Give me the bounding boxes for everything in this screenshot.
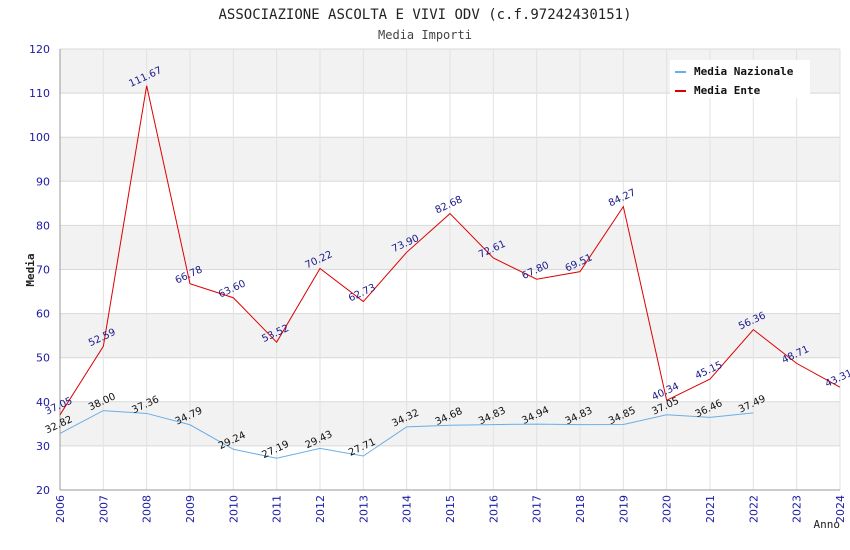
x-tick-label: 2009	[184, 495, 197, 523]
x-tick-label: 2010	[227, 495, 240, 523]
series-lines	[59, 85, 841, 459]
x-tick-label: 2020	[661, 495, 674, 523]
y-tick-label: 80	[36, 219, 50, 232]
x-tick-label: 2008	[141, 495, 154, 523]
x-tick-label: 2014	[401, 495, 414, 523]
x-tick-label: 2007	[97, 495, 110, 523]
x-tick-label: 2019	[617, 495, 630, 523]
x-tick-label: 2012	[314, 495, 327, 523]
y-axis-ticks: 20 30 40 50 60 70 80 90 100 110 120	[29, 43, 50, 497]
chart-subtitle: Media Importi	[378, 28, 472, 42]
y-tick-label: 50	[36, 352, 50, 365]
y-tick-label: 20	[36, 484, 50, 497]
x-tick-label: 2013	[357, 495, 370, 523]
x-tick-label: 2017	[531, 495, 544, 523]
legend-label-ente: Media Ente	[694, 84, 761, 97]
x-tick-label: 2018	[574, 495, 587, 523]
y-tick-label: 90	[36, 175, 50, 188]
x-tick-label: 2022	[747, 495, 760, 523]
x-axis-title: Anno	[814, 518, 841, 531]
y-axis-title: Media	[24, 253, 37, 286]
series-line-nazionale	[59, 410, 754, 459]
y-tick-label: 70	[36, 264, 50, 277]
x-tick-label: 2016	[487, 495, 500, 523]
y-tick-label: 100	[29, 131, 50, 144]
x-tick-label: 2006	[54, 495, 67, 523]
x-tick-label: 2024	[834, 495, 847, 523]
y-tick-label: 30	[36, 440, 50, 453]
y-tick-label: 120	[29, 43, 50, 56]
legend-label-nazionale: Media Nazionale	[694, 65, 794, 78]
y-tick-label: 40	[36, 396, 50, 409]
legend: Media Nazionale Media Ente	[670, 60, 810, 98]
x-axis-ticks: 2006 2007 2008 2009 2010 2011 2012 2013 2014 2015…	[54, 495, 847, 523]
x-tick-label: 2023	[791, 495, 804, 523]
x-tick-label: 2021	[704, 495, 717, 523]
x-tick-label: 2015	[444, 495, 457, 523]
chart-title: ASSOCIAZIONE ASCOLTA E VIVI ODV (c.f.972…	[218, 7, 631, 23]
x-tick-label: 2011	[271, 495, 284, 523]
grid-lines	[59, 48, 841, 491]
legend-box	[670, 60, 810, 98]
y-tick-label: 60	[36, 308, 50, 321]
y-tick-label: 110	[29, 87, 50, 100]
series-line-ente	[59, 85, 841, 416]
